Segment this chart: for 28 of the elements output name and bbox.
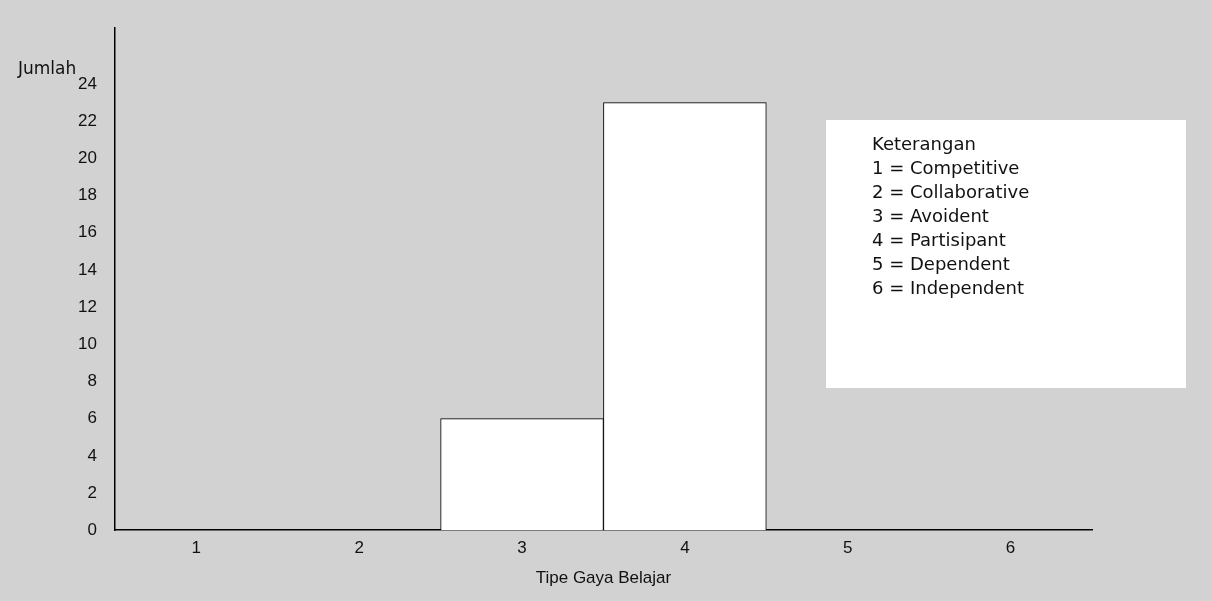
y-tick-label: 24 xyxy=(77,73,97,93)
y-tick-label: 2 xyxy=(87,482,97,502)
annotation: 6 = Independent xyxy=(872,276,1026,300)
x-tick-label: 3 xyxy=(517,538,527,558)
x-axis-title: Tipe Gaya Belajar xyxy=(535,568,672,588)
y-tick-label: 20 xyxy=(77,148,97,168)
y-tick-label: 0 xyxy=(87,519,97,539)
annotation: 4 = Partisipant xyxy=(872,228,1007,252)
y-tick-label: 22 xyxy=(77,110,97,130)
y-tick-label: 6 xyxy=(87,408,97,428)
x-tick-label: 2 xyxy=(354,538,364,558)
x-tick-label: 1 xyxy=(191,538,202,558)
annotation: 3 = Avoident xyxy=(872,204,990,228)
x-tick-label: 5 xyxy=(842,538,853,558)
annotation: 1 = Competitive xyxy=(872,156,1021,180)
y-tick-label: 10 xyxy=(77,333,97,353)
y-tick-label: 8 xyxy=(87,371,97,391)
y-tick-label: 16 xyxy=(77,222,97,242)
y-tick-label: 12 xyxy=(77,296,97,316)
x-tick-label: 4 xyxy=(680,538,690,558)
annotation: Keterangan xyxy=(872,132,977,156)
x-tick-label: 6 xyxy=(1005,538,1016,558)
y-tick-label: 18 xyxy=(77,185,97,205)
y-tick-label: 4 xyxy=(87,445,97,465)
annotation: 5 = Dependent xyxy=(872,252,1011,276)
y-axis-title: Jumlah xyxy=(18,58,77,78)
y-tick-label: 14 xyxy=(77,259,97,279)
annotation: 2 = Collaborative xyxy=(872,180,1031,204)
